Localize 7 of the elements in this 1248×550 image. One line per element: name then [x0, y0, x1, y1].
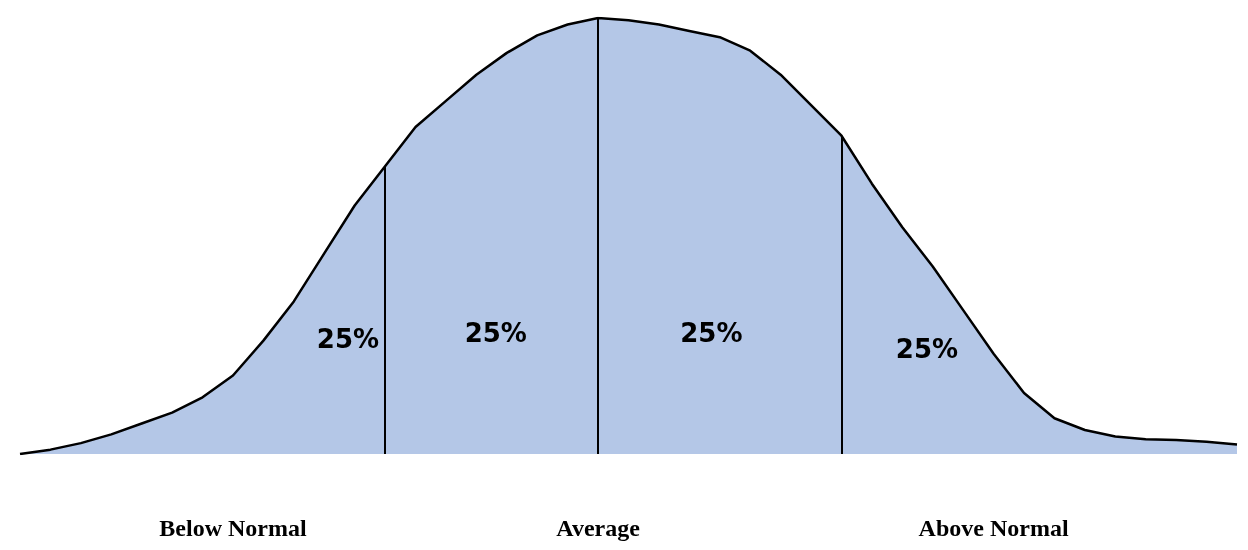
annotation: 25% [464, 318, 527, 348]
annotation: 25% [895, 334, 959, 364]
x-tick-label: Average [556, 515, 641, 541]
annotation: 25% [316, 324, 380, 354]
x-tick-label: Below Normal [159, 515, 307, 541]
x-tick-label: Above Normal [918, 515, 1069, 541]
annotation: 25% [680, 318, 743, 348]
